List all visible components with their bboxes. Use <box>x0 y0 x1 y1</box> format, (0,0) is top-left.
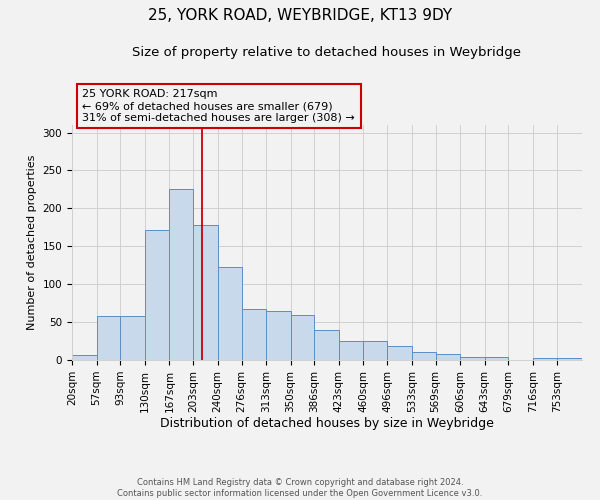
Bar <box>314 330 339 360</box>
Bar <box>460 357 485 360</box>
Text: Contains HM Land Registry data © Crown copyright and database right 2024.
Contai: Contains HM Land Registry data © Crown c… <box>118 478 482 498</box>
Bar <box>557 358 582 360</box>
Bar <box>193 225 218 360</box>
Bar <box>533 358 557 360</box>
Bar <box>72 354 97 360</box>
Text: 25, YORK ROAD, WEYBRIDGE, KT13 9DY: 25, YORK ROAD, WEYBRIDGE, KT13 9DY <box>148 8 452 22</box>
Bar <box>485 357 508 360</box>
Bar <box>169 190 193 360</box>
Bar <box>266 310 290 360</box>
Bar <box>97 316 121 360</box>
Bar <box>145 230 169 360</box>
Bar <box>290 314 314 360</box>
Bar <box>412 352 436 360</box>
Bar <box>121 316 145 360</box>
Bar <box>364 341 387 360</box>
Bar <box>339 341 364 360</box>
Title: Size of property relative to detached houses in Weybridge: Size of property relative to detached ho… <box>133 46 521 59</box>
Bar <box>218 267 242 360</box>
Text: 25 YORK ROAD: 217sqm
← 69% of detached houses are smaller (679)
31% of semi-deta: 25 YORK ROAD: 217sqm ← 69% of detached h… <box>82 90 355 122</box>
Bar <box>387 346 412 360</box>
X-axis label: Distribution of detached houses by size in Weybridge: Distribution of detached houses by size … <box>160 418 494 430</box>
Y-axis label: Number of detached properties: Number of detached properties <box>27 155 37 330</box>
Bar <box>436 354 460 360</box>
Bar <box>242 309 266 360</box>
